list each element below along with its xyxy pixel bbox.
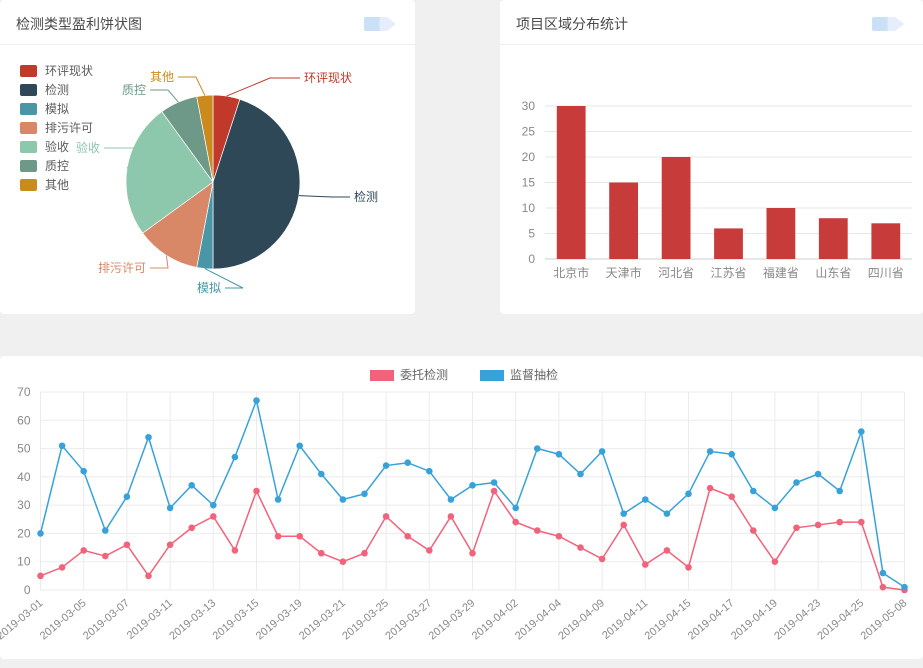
svg-text:2019-05-08: 2019-05-08	[859, 597, 910, 642]
svg-text:江苏省: 江苏省	[710, 266, 746, 280]
svg-text:2019-03-13: 2019-03-13	[167, 597, 218, 642]
svg-text:2019-03-07: 2019-03-07	[81, 597, 132, 642]
svg-text:15: 15	[522, 176, 536, 190]
svg-text:北京市: 北京市	[553, 265, 589, 280]
svg-text:30: 30	[522, 99, 536, 113]
svg-text:检测: 检测	[354, 189, 378, 204]
svg-text:2019-04-19: 2019-04-19	[729, 597, 780, 642]
svg-text:2019-03-11: 2019-03-11	[125, 597, 175, 642]
svg-text:验收: 验收	[76, 140, 100, 155]
svg-text:监督抽检: 监督抽检	[510, 367, 558, 382]
svg-text:质控: 质控	[122, 83, 146, 97]
svg-text:2019-03-29: 2019-03-29	[427, 597, 478, 642]
svg-text:50: 50	[17, 442, 31, 456]
svg-text:2019-04-09: 2019-04-09	[556, 597, 607, 642]
svg-text:福建省: 福建省	[763, 265, 799, 280]
svg-text:2019-04-23: 2019-04-23	[772, 597, 823, 642]
svg-text:2019-04-17: 2019-04-17	[686, 597, 737, 642]
svg-text:40: 40	[17, 470, 31, 484]
svg-text:2019-03-27: 2019-03-27	[383, 597, 434, 642]
svg-text:2019-04-11: 2019-04-11	[600, 597, 650, 642]
svg-text:山东省: 山东省	[815, 266, 851, 280]
svg-text:排污许可: 排污许可	[98, 261, 146, 275]
svg-text:其他: 其他	[150, 70, 174, 84]
svg-text:2019-03-25: 2019-03-25	[340, 597, 391, 642]
svg-text:20: 20	[522, 150, 536, 164]
svg-text:环评现状: 环评现状	[304, 71, 352, 85]
svg-text:四川省: 四川省	[868, 266, 904, 280]
svg-text:河北省: 河北省	[658, 266, 694, 280]
svg-text:2019-04-02: 2019-04-02	[470, 597, 521, 642]
svg-text:0: 0	[528, 252, 535, 266]
svg-text:20: 20	[17, 526, 31, 540]
svg-text:10: 10	[17, 555, 31, 569]
svg-text:2019-03-19: 2019-03-19	[254, 597, 305, 642]
svg-text:委托检测: 委托检测	[400, 367, 448, 382]
svg-text:60: 60	[17, 413, 31, 427]
svg-text:天津市: 天津市	[606, 265, 642, 280]
svg-text:2019-03-21: 2019-03-21	[297, 597, 348, 642]
svg-text:2019-04-04: 2019-04-04	[513, 597, 564, 642]
svg-text:2019-04-15: 2019-04-15	[643, 597, 694, 642]
svg-text:2019-03-05: 2019-03-05	[38, 597, 89, 642]
svg-text:70: 70	[17, 385, 31, 399]
svg-text:5: 5	[528, 227, 535, 241]
svg-text:0: 0	[24, 583, 31, 597]
svg-text:10: 10	[522, 201, 536, 215]
svg-text:2019-03-15: 2019-03-15	[211, 597, 262, 642]
svg-text:25: 25	[522, 125, 536, 139]
svg-text:模拟: 模拟	[197, 281, 221, 295]
svg-text:30: 30	[17, 498, 31, 512]
svg-text:2019-04-25: 2019-04-25	[815, 597, 866, 642]
